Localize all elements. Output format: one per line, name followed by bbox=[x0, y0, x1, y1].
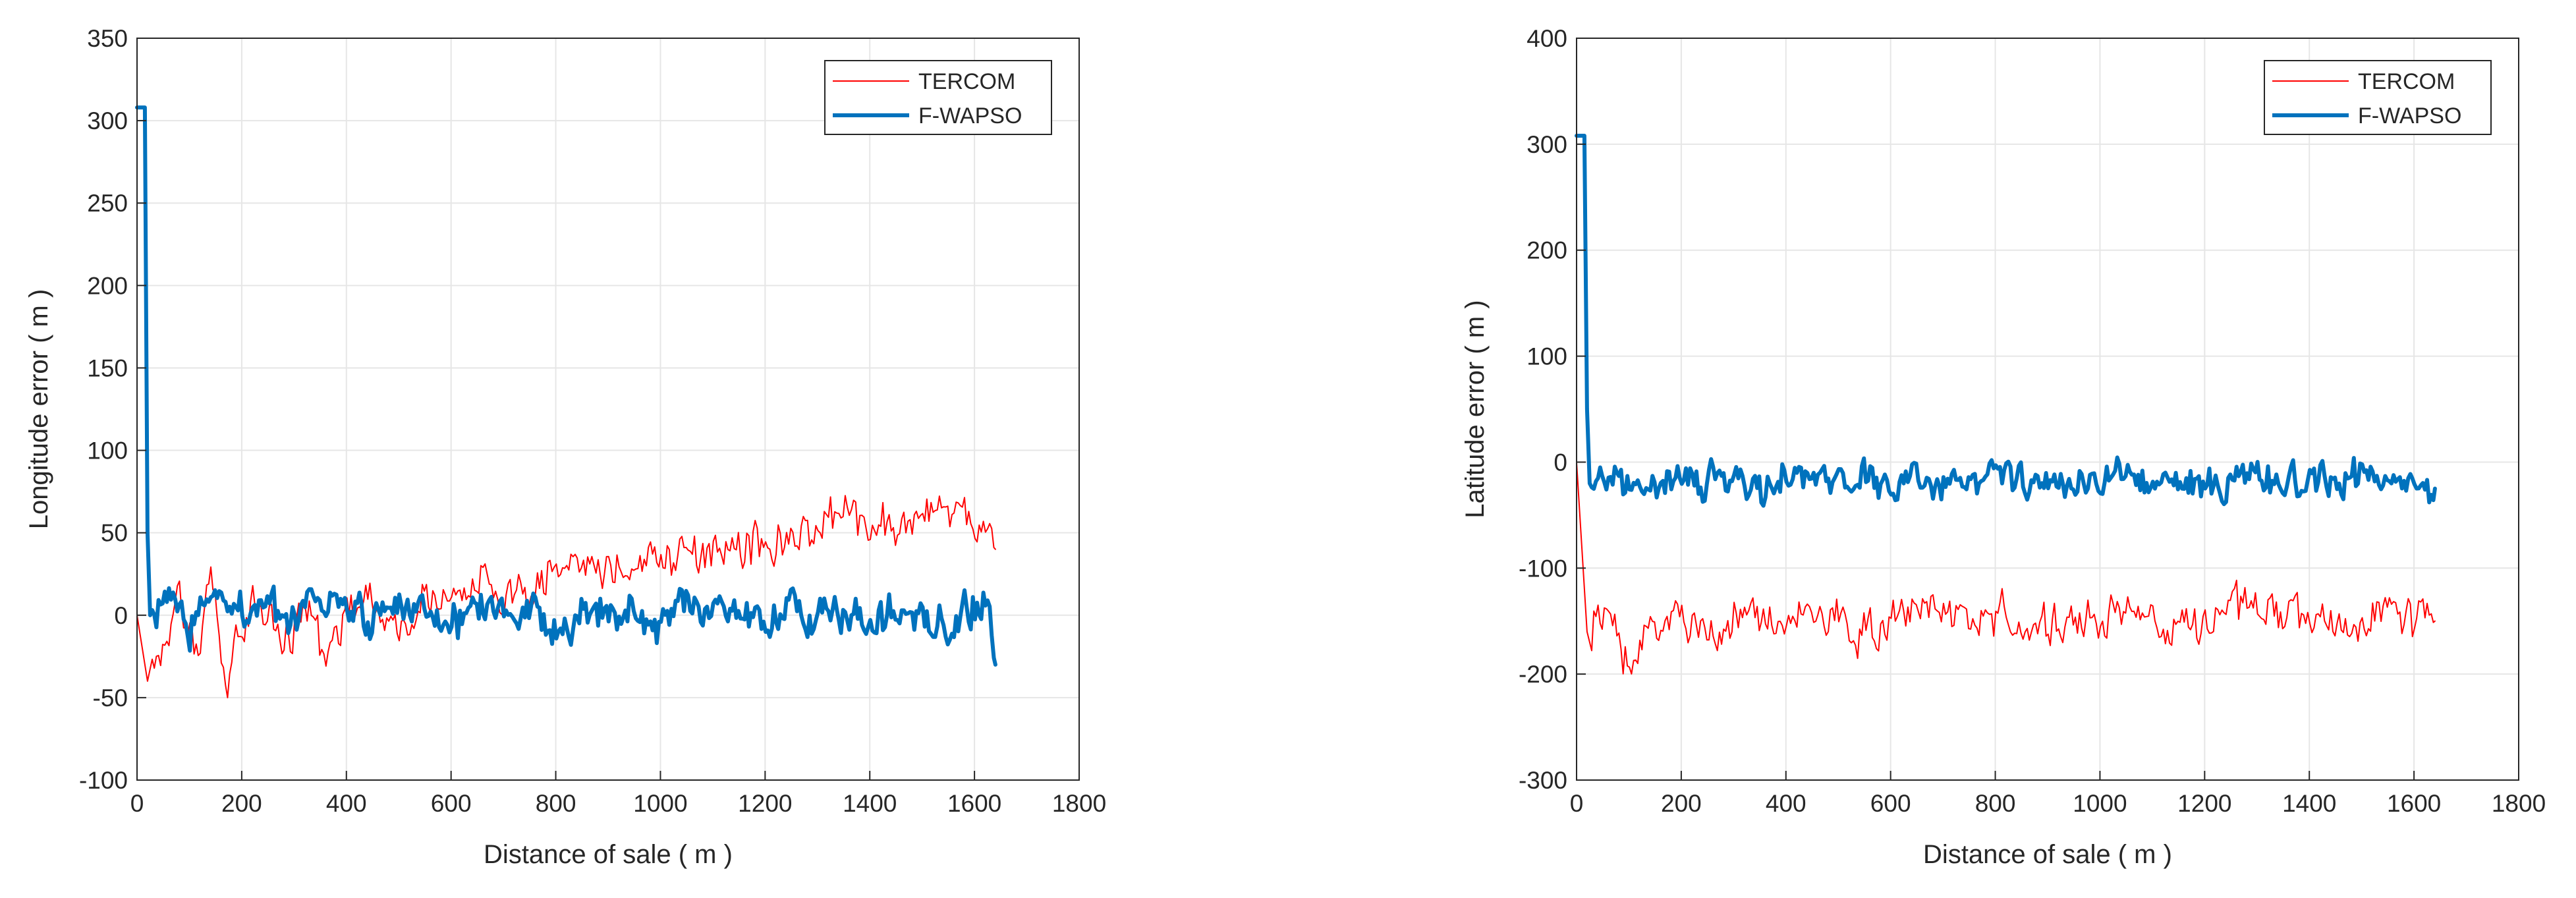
series-line-f-wapso bbox=[135, 105, 997, 667]
x-tick-label: 1600 bbox=[2387, 790, 2441, 817]
x-tick-label: 200 bbox=[1661, 790, 1702, 817]
x-tick-label: 1600 bbox=[947, 790, 1001, 817]
x-tick-label: 400 bbox=[1766, 790, 1806, 817]
y-tick-label: 0 bbox=[114, 602, 128, 629]
x-tick-label: 600 bbox=[1870, 790, 1911, 817]
y-axis-label: Latitude error ( m ) bbox=[1461, 300, 1490, 518]
x-tick-label: 1200 bbox=[2177, 790, 2231, 817]
series-line-f-wapso bbox=[1575, 134, 2437, 508]
x-tick-label: 1400 bbox=[2282, 790, 2336, 817]
y-tick-label: 50 bbox=[101, 520, 128, 547]
x-tick-label: 0 bbox=[130, 790, 144, 817]
y-tick-label: 150 bbox=[87, 354, 128, 381]
legend: TERCOM F-WAPSO bbox=[2264, 60, 2492, 135]
legend-box bbox=[2264, 60, 2492, 135]
x-axis-label: Distance of sale ( m ) bbox=[484, 840, 733, 869]
y-tick-label: 250 bbox=[87, 190, 128, 217]
y-tick-label: 300 bbox=[1526, 131, 1567, 158]
y-tick-label: 200 bbox=[87, 272, 128, 299]
x-tick-label: 800 bbox=[1975, 790, 2016, 817]
legend-label-tercom: TERCOM bbox=[2358, 69, 2455, 94]
chart-longitude: 0 200 400 600 800 1000 1200 1400 1600 1800-100-50… bbox=[24, 25, 1106, 869]
y-tick-label: 0 bbox=[1554, 449, 1567, 476]
x-tick-label: 1000 bbox=[2073, 790, 2127, 817]
series-group bbox=[1575, 134, 2437, 675]
y-tick-label: -100 bbox=[1519, 555, 1567, 582]
y-tick-label: 200 bbox=[1526, 237, 1567, 264]
x-tick-label: 1400 bbox=[843, 790, 897, 817]
legend-label-fwapso: F-WAPSO bbox=[918, 103, 1022, 128]
x-tick-label: 600 bbox=[431, 790, 472, 817]
grid bbox=[1577, 38, 2519, 780]
series-line-tercom bbox=[1576, 461, 2436, 675]
x-tick-label: 1800 bbox=[2492, 790, 2546, 817]
plot-frame bbox=[1576, 38, 2519, 781]
legend-box bbox=[824, 60, 1052, 135]
x-tick-label: 1200 bbox=[738, 790, 792, 817]
plot-area bbox=[137, 38, 1079, 780]
y-axis-label: Longitude error ( m ) bbox=[24, 289, 53, 530]
x-tick-label: 1800 bbox=[1052, 790, 1106, 817]
x-tick-label: 200 bbox=[221, 790, 262, 817]
plot-area bbox=[1577, 38, 2519, 780]
x-tick-label: 1000 bbox=[633, 790, 687, 817]
legend-label-fwapso: F-WAPSO bbox=[2358, 103, 2461, 128]
chart-latitude: 0 200 400 600 800 1000 1200 1400 1600 1800-300-20… bbox=[1461, 25, 2546, 869]
y-tick-label: 100 bbox=[1526, 343, 1567, 370]
legend: TERCOM F-WAPSO bbox=[824, 60, 1052, 135]
y-tick-label: 100 bbox=[87, 437, 128, 464]
y-tick-label: 400 bbox=[1526, 25, 1567, 52]
x-tick-label: 400 bbox=[326, 790, 367, 817]
y-tick-label: -200 bbox=[1519, 661, 1567, 688]
ticks: 0 200 400 600 800 1000 1200 1400 1600 1800-100-50… bbox=[79, 25, 1106, 817]
series-line-tercom bbox=[136, 495, 996, 698]
series-group bbox=[135, 105, 997, 698]
x-tick-label: 0 bbox=[1570, 790, 1584, 817]
y-tick-label: -100 bbox=[79, 767, 128, 794]
y-tick-label: 350 bbox=[87, 25, 128, 52]
y-tick-label: -300 bbox=[1519, 767, 1567, 794]
plot-frame bbox=[136, 38, 1080, 781]
y-tick-label: 300 bbox=[87, 107, 128, 134]
x-tick-label: 800 bbox=[536, 790, 576, 817]
legend-label-tercom: TERCOM bbox=[918, 69, 1015, 94]
y-tick-label: -50 bbox=[93, 685, 128, 712]
ticks: 0 200 400 600 800 1000 1200 1400 1600 1800-300-20… bbox=[1519, 25, 2546, 817]
x-axis-label: Distance of sale ( m ) bbox=[1923, 840, 2172, 869]
